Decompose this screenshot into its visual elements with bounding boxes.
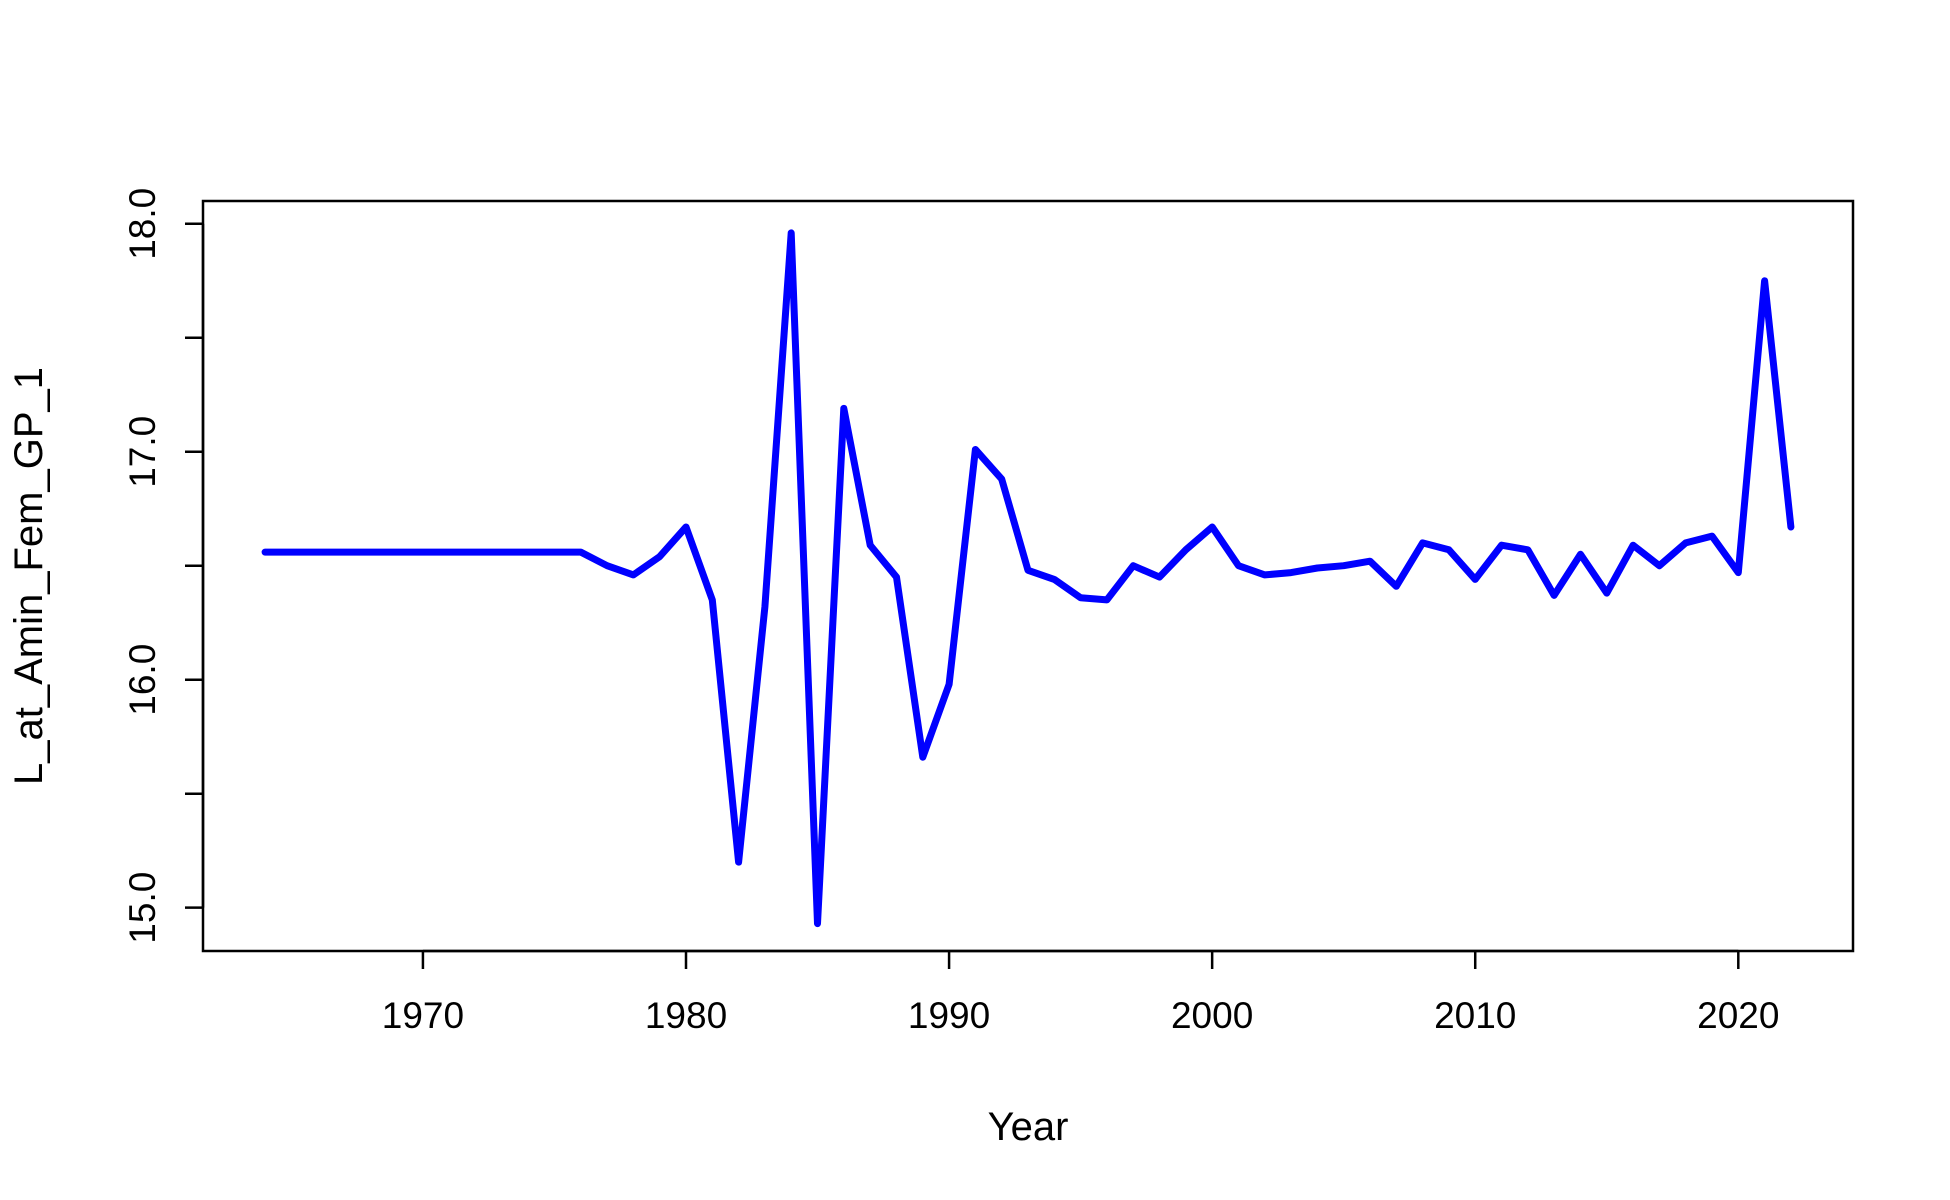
series-line [261, 229, 1795, 928]
x-tick-label: 2000 [1171, 995, 1253, 1036]
x-axis: 1970 1980 1990 2000 2010 2020 [382, 949, 1779, 1036]
plot-frame [201, 199, 1855, 953]
x-axis-title: Year [988, 1105, 1069, 1149]
x-tick-label: 1980 [645, 995, 727, 1036]
y-tick-label: 18.0 [122, 188, 163, 260]
x-tick-label: 2010 [1434, 995, 1516, 1036]
series-layer [261, 229, 1795, 928]
x-tick-label: 2020 [1697, 995, 1779, 1036]
x-tick-label: 1990 [908, 995, 990, 1036]
y-tick-label: 17.0 [122, 416, 163, 488]
y-tick-label: 15.0 [122, 872, 163, 944]
y-axis-title: L_at_Amin_Fem_GP_1 [7, 367, 51, 785]
x-tick-label: 1970 [382, 995, 464, 1036]
y-axis: 15.0 16.0 17.0 18.0 [122, 188, 205, 944]
y-tick-label: 16.0 [122, 644, 163, 716]
